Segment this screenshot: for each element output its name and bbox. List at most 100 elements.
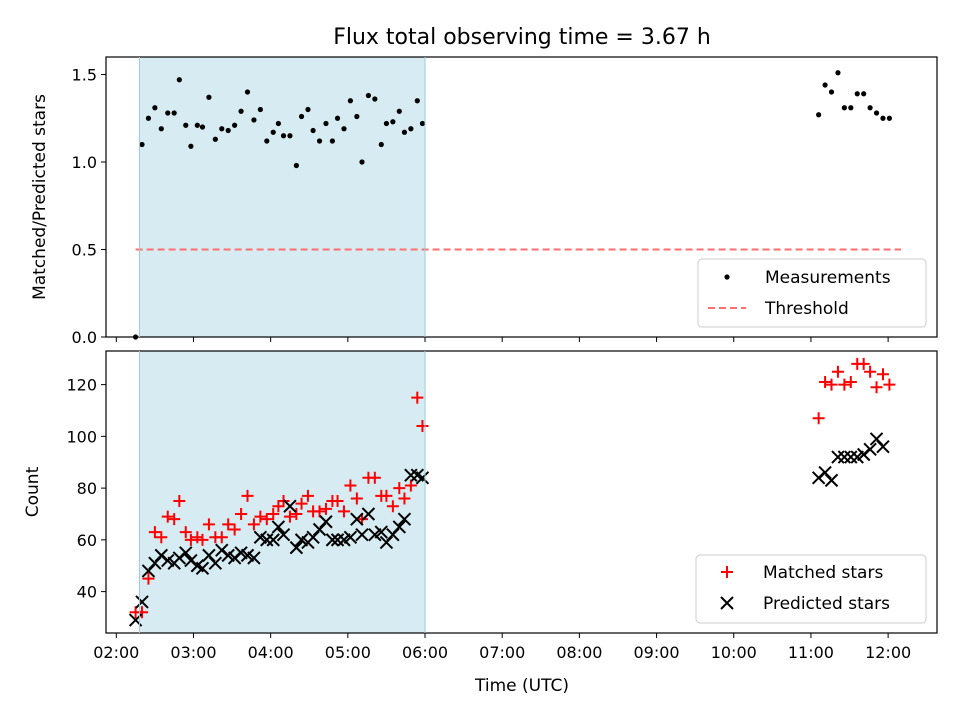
measurement-point — [378, 141, 384, 148]
measurement-point — [341, 126, 347, 132]
matched-star-point — [313, 505, 326, 518]
matched-star-point — [241, 489, 254, 502]
measurements-legend-marker — [724, 274, 730, 280]
matched-star-point — [416, 420, 429, 433]
measurement-point — [867, 105, 873, 111]
measurement-point — [408, 126, 414, 132]
matched-star-point — [319, 502, 332, 515]
measurement-point — [323, 120, 329, 127]
matched-star-point — [260, 513, 273, 526]
matched-star-point — [301, 489, 314, 502]
predicted-star-point — [135, 595, 149, 609]
x-tick-label: 11:00 — [788, 643, 834, 662]
predicted-star-point — [361, 507, 376, 521]
x-tick-label: 03:00 — [170, 643, 216, 662]
predicted-star-point — [863, 442, 877, 457]
y-tick-label: 120 — [66, 376, 97, 395]
measurement-point — [264, 138, 270, 144]
matched-star-point — [155, 531, 168, 544]
matched-star-point — [857, 357, 870, 370]
predicted-star-point — [404, 468, 418, 482]
measurement-point — [257, 106, 263, 113]
matched-star-point — [247, 518, 260, 531]
measurement-point — [158, 126, 164, 132]
matched-star-point — [398, 492, 411, 505]
counts-panel: 40 60 80 100 120 02:00 03:00 04:00 05:00 06:00 07… — [23, 350, 938, 696]
predicted-star-point — [876, 440, 890, 454]
measurement-point — [287, 133, 293, 139]
y-tick-label: 1.0 — [72, 153, 97, 172]
x-tick-label: 04:00 — [248, 643, 294, 662]
ratio-y-axis-label: Matched/Predicted stars — [30, 94, 50, 300]
y-tick-label: 80 — [77, 479, 97, 498]
y-tick-label: 1.5 — [72, 66, 97, 85]
matched-star-point — [222, 518, 235, 531]
predicted-star-point — [260, 533, 274, 547]
matched-star-point — [812, 412, 825, 425]
measurement-point — [835, 70, 841, 76]
observing-span-shade — [139, 351, 426, 633]
measurement-point — [194, 122, 200, 128]
counts-y-axis-label: Count — [23, 466, 43, 517]
measurement-point — [365, 92, 372, 99]
measurement-point — [841, 105, 847, 111]
matched-star-point — [215, 531, 228, 544]
counts-axes-frame — [105, 350, 938, 634]
predicted-star-point — [343, 530, 358, 544]
matched-star-point — [283, 510, 296, 523]
measurement-point — [206, 94, 212, 100]
measurement-point — [886, 115, 893, 121]
matched-star-point — [337, 505, 350, 518]
measurement-point — [165, 110, 171, 116]
y-tick-label: 40 — [77, 583, 97, 602]
matched-star-point — [380, 489, 393, 502]
measurement-point — [225, 127, 231, 134]
matched-star-point — [272, 500, 285, 513]
predicted-legend-label: Predicted stars — [763, 594, 890, 614]
predicted-star-point — [844, 450, 858, 464]
predicted-star-point — [283, 499, 297, 513]
measurement-point — [372, 96, 378, 102]
measurement-point — [816, 112, 822, 118]
matched-star-point — [254, 510, 267, 523]
measurement-point — [171, 110, 177, 116]
predicted-star-point — [392, 520, 407, 534]
measurement-point — [298, 113, 305, 120]
predicted-star-point — [837, 450, 852, 464]
x-tick-label: 08:00 — [556, 643, 602, 662]
matched-star-point — [136, 606, 149, 619]
observing-span-shade — [139, 57, 426, 337]
predicted-star-point — [276, 527, 291, 542]
matched-legend-label: Matched stars — [763, 563, 883, 583]
measurement-point — [383, 120, 390, 127]
measurement-point — [219, 126, 225, 132]
measurement-point — [873, 110, 880, 116]
matched-star-point — [173, 495, 186, 508]
predicted-star-point — [319, 515, 333, 529]
predicted-star-point — [195, 561, 210, 576]
measurement-point — [293, 162, 299, 169]
matched-star-point — [161, 510, 174, 523]
measurement-point — [401, 129, 408, 135]
predicted-star-point — [350, 512, 364, 526]
x-tick-label: 02:00 — [93, 643, 139, 662]
matched-star-point — [411, 391, 424, 404]
ratio-axes-frame — [105, 56, 938, 338]
predicted-star-point — [831, 450, 845, 464]
measurement-point — [188, 143, 194, 149]
measurement-point — [212, 136, 218, 142]
measurement-point — [176, 77, 182, 83]
matched-star-point — [844, 376, 857, 389]
predicted-star-point — [208, 556, 223, 570]
matched-star-point — [295, 497, 308, 510]
matched-star-point — [191, 531, 204, 544]
predicted-star-point — [271, 520, 286, 534]
ratio-legend: Measurements Threshold — [697, 258, 927, 328]
matched-star-point — [267, 507, 280, 520]
ratio-panel: 0.0 0.5 1.0 1.5 Matched/Predicted stars — [30, 56, 938, 347]
matched-star-point — [184, 533, 197, 546]
predicted-star-point — [266, 533, 280, 547]
matched-star-point — [404, 479, 417, 492]
predicted-star-point — [330, 533, 345, 547]
x-tick-label: 05:00 — [325, 643, 371, 662]
